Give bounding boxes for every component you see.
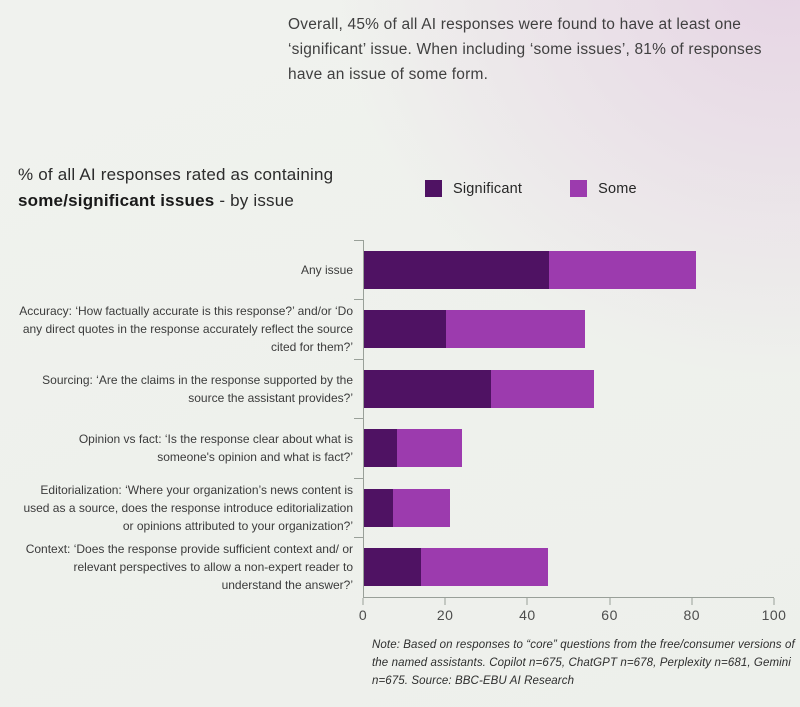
- legend-label-some: Some: [598, 180, 637, 197]
- legend: Significant Some: [425, 180, 637, 197]
- chart-title: % of all AI responses rated as containin…: [18, 162, 408, 215]
- stacked-bar: [364, 310, 774, 349]
- intro-text: Overall, 45% of all AI responses were fo…: [288, 16, 762, 84]
- bar-track: [354, 239, 774, 300]
- y-axis-tick: [354, 358, 364, 360]
- bar-segment-some: [421, 548, 549, 587]
- category-label: Any issue: [300, 262, 353, 277]
- bar-track: [354, 358, 774, 419]
- stacked-bar: [364, 429, 774, 468]
- chart-row: Any issue: [18, 239, 774, 300]
- legend-label-significant: Significant: [453, 180, 523, 197]
- chart-title-line1: % of all AI responses rated as containin…: [18, 165, 334, 184]
- legend-swatch-some-icon: [570, 180, 588, 197]
- bar-segment-some: [548, 250, 697, 289]
- category-label: Editorialization: ‘Where your organizati…: [23, 482, 353, 533]
- chart-title-bold: some/significant issues: [18, 191, 215, 211]
- bar-segment-significant: [364, 250, 549, 289]
- note-text: Note: Based on responses to “core” quest…: [372, 639, 795, 687]
- bar-segment-significant: [364, 548, 422, 587]
- bar-segment-significant: [364, 369, 492, 408]
- x-tick-label: 80: [683, 607, 701, 623]
- y-axis-tick: [354, 477, 364, 479]
- bar-segment-some: [392, 488, 451, 527]
- x-axis-tick: [362, 598, 364, 605]
- category-label: Opinion vs fact: ‘Is the response clear …: [78, 432, 353, 465]
- category-label: Accuracy: ‘How factually accurate is thi…: [19, 304, 353, 355]
- x-axis-tick: [444, 598, 446, 605]
- x-axis: 0 20 40 60 80 100: [359, 597, 786, 627]
- bar-track: [354, 477, 774, 538]
- bar-segment-some: [491, 369, 594, 408]
- x-axis-tick: [691, 598, 693, 605]
- x-axis-tick: [609, 598, 611, 605]
- y-axis-tick: [354, 537, 364, 538]
- category-label: Sourcing: ‘Are the claims in the respons…: [42, 372, 353, 405]
- y-axis-tick: [354, 418, 364, 419]
- stacked-bar: [364, 250, 774, 289]
- x-tick-label: 60: [601, 607, 618, 623]
- x-tick-label: 40: [519, 607, 536, 623]
- x-axis-tick: [773, 598, 775, 605]
- chart-row: Accuracy: ‘How factually accurate is thi…: [18, 299, 774, 359]
- legend-swatch-significant-icon: [425, 180, 442, 197]
- x-tick-label: 20: [436, 607, 454, 623]
- stacked-bar: [364, 369, 774, 408]
- stacked-bar: [364, 488, 774, 527]
- legend-item-significant: Significant: [425, 180, 522, 197]
- x-tick-label: 100: [761, 607, 787, 623]
- bar-segment-significant: [364, 310, 446, 349]
- bar-track: [354, 299, 774, 359]
- bar-track: [354, 418, 774, 478]
- y-axis-tick: [354, 299, 364, 300]
- category-label: Context: ‘Does the response provide suff…: [25, 542, 353, 593]
- bar-segment-significant: [364, 488, 393, 527]
- bar-segment-some: [396, 429, 463, 468]
- chart-row: Context: ‘Does the response provide suff…: [18, 537, 774, 597]
- legend-item-some: Some: [570, 180, 637, 197]
- chart-rows: Any issue Accuracy: ‘How factually accura…: [18, 239, 774, 597]
- x-axis-tick: [526, 598, 528, 605]
- bar-track: [354, 537, 774, 597]
- stacked-bar-chart: Any issue Accuracy: ‘How factually accura…: [18, 239, 786, 627]
- chart-row: Opinion vs fact: ‘Is the response clear …: [18, 418, 774, 478]
- chart-row: Editorialization: ‘Where your organizati…: [18, 477, 774, 538]
- chart-row: Sourcing: ‘Are the claims in the respons…: [18, 358, 774, 419]
- x-tick-label: 0: [358, 607, 368, 623]
- stacked-bar: [364, 548, 774, 587]
- bar-segment-significant: [364, 429, 397, 468]
- chart-title-suffix: - by issue: [214, 191, 295, 211]
- bar-segment-some: [446, 310, 586, 349]
- y-axis-tick: [354, 239, 364, 241]
